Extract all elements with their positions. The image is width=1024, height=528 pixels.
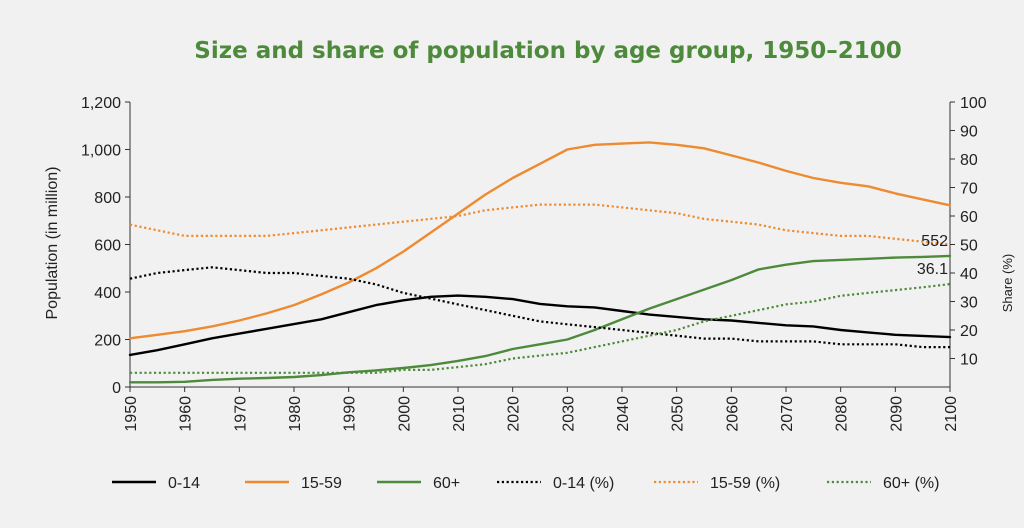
y2-tick-label: 10 — [960, 352, 978, 369]
series-line-0-14 — [129, 266, 950, 349]
left-y-axis: 0 200 400 600 800 1,000 1,200 — [81, 95, 131, 397]
y2-tick-label: 50 — [960, 238, 978, 255]
y2-tick-label: 100 — [960, 95, 987, 112]
y2-tick-label: 40 — [960, 266, 978, 283]
series-layer — [128, 141, 952, 384]
x-tick-label: 2060 — [724, 396, 741, 432]
series-line-15-59 — [129, 203, 951, 246]
y-axis-label: Population (in million) — [44, 167, 61, 320]
legend-label-15-59: 15-59 (%) — [710, 475, 780, 492]
legend: 0-14 15-59 60+ 0-14 (%) 15-59 (%) 60+ (%) — [112, 475, 939, 492]
chart-title: Size and share of population by age grou… — [194, 38, 902, 64]
legend-label-0-14: 0-14 (%) — [553, 475, 614, 492]
x-tick-label: 2040 — [615, 396, 632, 432]
y2-axis-label: Share (%) — [1000, 254, 1015, 313]
y-tick-label: 800 — [94, 190, 121, 207]
legend-label-60: 60+ (%) — [883, 475, 939, 492]
x-tick-label: 2010 — [451, 396, 468, 432]
series-line-15-59 — [128, 141, 952, 340]
x-tick-label: 2000 — [396, 396, 413, 432]
y2-tick-label: 30 — [960, 295, 978, 312]
legend-label-60: 60+ — [433, 475, 460, 492]
x-tick-label: 1950 — [123, 396, 140, 432]
y2-tick-label: 90 — [960, 124, 978, 141]
x-tick-label: 2090 — [888, 396, 905, 432]
y2-tick-label: 80 — [960, 152, 978, 169]
x-tick-label: 2050 — [670, 396, 687, 432]
y-tick-label: 1,200 — [81, 95, 121, 112]
x-tick-label: 2080 — [834, 396, 851, 432]
x-tick-label: 2070 — [779, 396, 796, 432]
y-tick-label: 200 — [94, 333, 121, 350]
y2-tick-label: 70 — [960, 181, 978, 198]
y2-tick-label: 20 — [960, 323, 978, 340]
y-tick-label: 1,000 — [81, 143, 121, 160]
y-tick-label: 0 — [112, 380, 121, 397]
x-tick-label: 2100 — [943, 396, 960, 432]
series-line-0-14 — [128, 294, 952, 357]
end-label-60: 552 — [921, 233, 948, 250]
annotations: 552 36.1 — [917, 233, 948, 278]
legend-label-15-59: 15-59 — [301, 475, 342, 492]
x-tick-label: 2030 — [560, 396, 577, 432]
x-tick-label: 1970 — [232, 396, 249, 432]
end-label-60: 36.1 — [917, 261, 948, 278]
y2-tick-label: 60 — [960, 209, 978, 226]
x-axis: 1950 1960 1970 1980 1990 2000 2010 2020 2030 2040… — [123, 386, 960, 432]
x-tick-label: 1990 — [342, 396, 359, 432]
legend-label-0-14: 0-14 — [168, 475, 200, 492]
x-tick-label: 1960 — [178, 396, 195, 432]
y-tick-label: 600 — [94, 238, 121, 255]
y-tick-label: 400 — [94, 285, 121, 302]
x-tick-label: 1980 — [287, 396, 304, 432]
x-tick-label: 2020 — [506, 396, 523, 432]
series-line-60 — [128, 254, 952, 384]
right-y-axis: 10 20 30 40 50 60 70 80 90 100 — [949, 95, 987, 387]
